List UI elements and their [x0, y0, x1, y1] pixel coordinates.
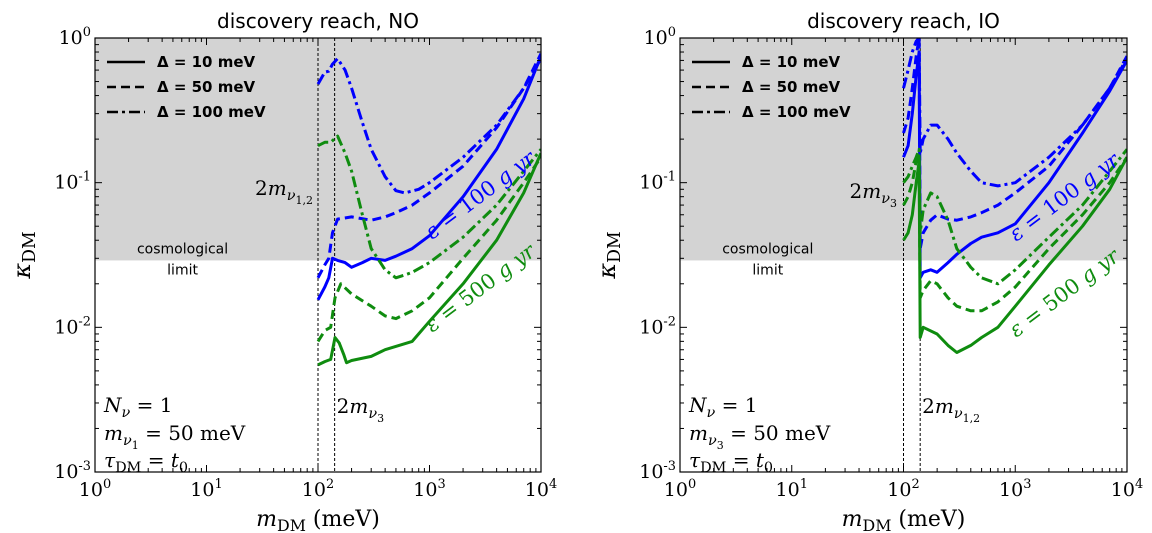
vline-label-1: 2mν1,2 [255, 176, 313, 207]
x-tick-label-0: 100 [664, 477, 696, 501]
series-6-line [317, 134, 541, 280]
y-tick-label-2: 10-1 [54, 170, 91, 194]
vline-label-1: 2mν3 [850, 179, 897, 210]
x-tick-label-2: 102 [887, 477, 919, 501]
series-4-line [902, 156, 1127, 354]
legend-label-1: Δ = 10 meV [742, 53, 841, 71]
x-tick-label-4: 104 [525, 477, 557, 501]
y-tick-label-3: 100 [59, 25, 91, 49]
series-4-line [317, 152, 541, 367]
ticks [679, 37, 1128, 473]
y-tick-label-0: 10-3 [54, 459, 91, 483]
series-2-line [902, 38, 1127, 251]
cosmological-label: cosmological [137, 241, 228, 257]
series-1-line [902, 50, 1127, 280]
y-tick-label-1: 10-2 [639, 314, 676, 338]
series-5-line [316, 156, 541, 343]
x-tick-label-2: 102 [302, 477, 334, 501]
y-axis-label: κDM [593, 231, 625, 279]
y-tick-label-0: 10-3 [639, 459, 676, 483]
limit-label: limit [167, 262, 198, 278]
series-5-line [902, 151, 1127, 313]
y-tick-label-3: 100 [644, 25, 676, 49]
limit-label: limit [752, 262, 783, 278]
y-tick-label-1: 10-2 [54, 314, 91, 338]
vline-label-2: 2mν1,2 [922, 394, 980, 425]
series-3-line [902, 38, 1127, 188]
legend-label-3: Δ = 100 meV [157, 103, 266, 121]
x-tick-label-3: 103 [413, 477, 445, 501]
param-n-nu: Nν = 1 [103, 393, 172, 421]
ticks [94, 37, 542, 473]
cosmological-label: cosmological [722, 241, 813, 257]
legend-label-2: Δ = 50 meV [157, 78, 256, 96]
legend: Δ = 10 meV Δ = 50 meV Δ = 100 meV [107, 53, 266, 121]
chart-title: discovery reach, NO [217, 9, 419, 33]
y-tick-label-2: 10-1 [639, 170, 676, 194]
series-6-line [902, 147, 1127, 286]
series-2-line [316, 52, 541, 279]
legend-label-1: Δ = 10 meV [157, 53, 256, 71]
x-tick-label-0: 100 [79, 477, 111, 501]
legend: Δ = 10 meV Δ = 50 meV Δ = 100 meV [692, 53, 851, 121]
vline-label-2: 2mν3 [337, 394, 384, 425]
series-3-line [316, 57, 541, 195]
series-group [316, 52, 541, 367]
series-group [902, 38, 1127, 354]
param-m-nu: mν3 = 50 meV [689, 421, 831, 452]
x-tick-label-3: 103 [999, 477, 1031, 501]
param-n-nu: Nν = 1 [688, 393, 757, 421]
chart-title: discovery reach, IO [807, 9, 1000, 33]
x-tick-label-1: 101 [190, 477, 222, 501]
legend-label-2: Δ = 50 meV [742, 78, 841, 96]
series-1-line [316, 55, 541, 301]
x-axis-label: mDM (meV) [256, 507, 380, 533]
x-tick-label-1: 101 [776, 477, 808, 501]
param-m-nu: mν1 = 50 meV [104, 421, 246, 452]
x-tick-label-4: 104 [1111, 477, 1143, 501]
y-axis-label: κDM [8, 231, 40, 279]
legend-label-3: Δ = 100 meV [742, 103, 851, 121]
x-axis-label: mDM (meV) [842, 507, 966, 533]
